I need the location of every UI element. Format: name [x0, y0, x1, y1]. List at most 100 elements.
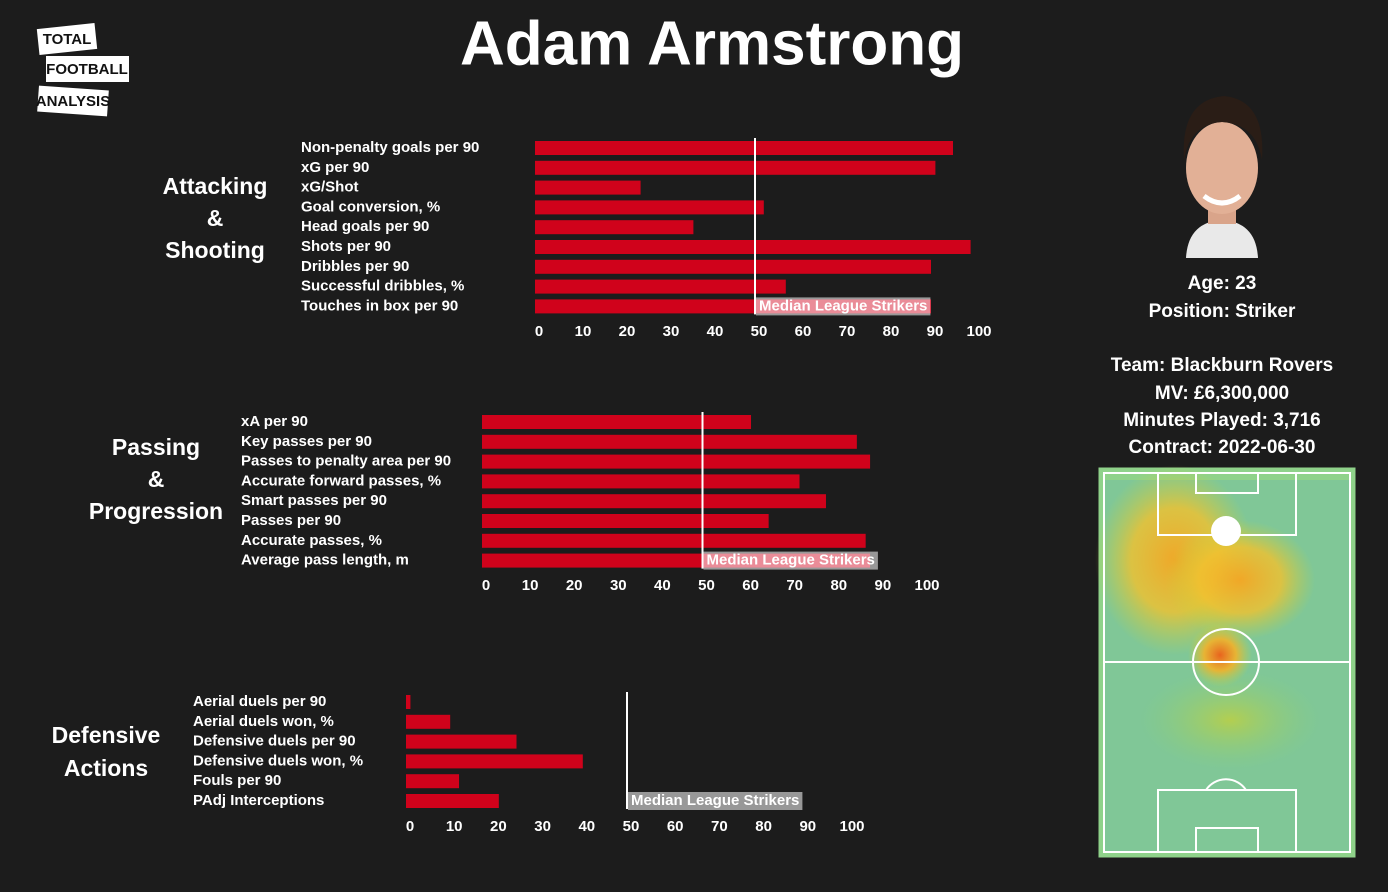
- bar: [406, 774, 460, 789]
- category-label: Smart passes per 90: [241, 492, 387, 509]
- logo-box: [46, 56, 129, 82]
- median-label: Median League Strikers: [631, 792, 799, 809]
- category-label: Goal conversion, %: [301, 198, 440, 215]
- x-tick-label: 60: [667, 818, 684, 835]
- x-tick-label: 90: [927, 323, 944, 340]
- x-tick-label: 70: [786, 577, 803, 594]
- section-title: Actions: [64, 755, 148, 781]
- x-tick-label: 10: [575, 323, 592, 340]
- bar: [535, 279, 786, 294]
- profile-line: Team: Blackburn Rovers: [1111, 355, 1333, 376]
- bar: [535, 141, 953, 155]
- x-tick-label: 30: [610, 577, 627, 594]
- x-tick-label: 50: [751, 323, 768, 340]
- category-label: Aerial duels per 90: [193, 693, 326, 710]
- x-tick-label: 50: [698, 577, 715, 594]
- x-tick-label: 100: [839, 818, 864, 835]
- x-tick-label: 0: [535, 323, 543, 340]
- profile-line: Age: 23: [1188, 273, 1257, 294]
- category-label: xG/Shot: [301, 179, 359, 196]
- median-label-bg: [703, 551, 878, 570]
- bar: [482, 474, 800, 489]
- bar: [535, 160, 936, 175]
- category-label: Average pass length, m: [241, 552, 409, 569]
- bar: [482, 533, 866, 548]
- x-tick-label: 40: [707, 323, 724, 340]
- bar: [535, 259, 931, 274]
- section-title: &: [148, 466, 165, 492]
- category-label: Shots per 90: [301, 238, 391, 255]
- logo-text: FOOTBALL: [46, 61, 128, 78]
- profile-line: Minutes Played: 3,716: [1123, 410, 1320, 431]
- bar: [406, 734, 517, 749]
- bar: [535, 220, 694, 235]
- bar: [406, 794, 499, 808]
- logo-box: [37, 85, 109, 117]
- category-label: Fouls per 90: [193, 772, 281, 789]
- x-tick-label: 90: [875, 577, 892, 594]
- median-label-bg: [628, 792, 803, 810]
- category-label: Passes to penalty area per 90: [241, 453, 451, 470]
- section-title: Progression: [89, 498, 223, 524]
- x-tick-label: 20: [566, 577, 583, 594]
- bar: [482, 514, 769, 528]
- x-tick-label: 30: [663, 323, 680, 340]
- section-title: Defensive: [52, 722, 161, 748]
- category-label: Accurate passes, %: [241, 532, 382, 549]
- bar: [482, 494, 826, 509]
- heatmap: [1095, 465, 1356, 858]
- category-label: Touches in box per 90: [301, 297, 458, 314]
- x-tick-label: 100: [966, 323, 991, 340]
- bar: [482, 454, 871, 469]
- x-tick-label: 80: [830, 577, 847, 594]
- profile-line: Position: Striker: [1149, 301, 1296, 322]
- bar: [535, 180, 641, 195]
- bar: [406, 714, 451, 729]
- median-label-bg: [756, 297, 931, 316]
- logo: TOTAL FOOTBALL ANALYSIS: [36, 23, 129, 117]
- x-tick-label: 60: [795, 323, 812, 340]
- page-title: Adam Armstrong: [460, 9, 964, 78]
- profile-line: MV: £6,300,000: [1155, 383, 1289, 404]
- category-label: xG per 90: [301, 159, 369, 176]
- x-tick-label: 10: [522, 577, 539, 594]
- bar: [406, 695, 411, 709]
- bar: [406, 754, 583, 769]
- x-tick-label: 40: [654, 577, 671, 594]
- section-title: &: [207, 205, 224, 231]
- category-label: Accurate forward passes, %: [241, 472, 441, 489]
- category-label: Successful dribbles, %: [301, 278, 464, 295]
- profile-line: Contract: 2022-06-30: [1129, 437, 1316, 458]
- x-tick-label: 80: [883, 323, 900, 340]
- logo-text: TOTAL: [43, 31, 92, 48]
- logo-text: ANALYSIS: [36, 93, 110, 110]
- section-title: Shooting: [165, 237, 265, 263]
- section-title: Attacking: [163, 173, 268, 199]
- x-tick-label: 100: [914, 577, 939, 594]
- x-tick-label: 10: [446, 818, 463, 835]
- median-label: Median League Strikers: [707, 552, 875, 569]
- bar: [535, 240, 971, 254]
- x-tick-label: 50: [623, 818, 640, 835]
- category-label: PAdj Interceptions: [193, 792, 324, 809]
- x-tick-label: 40: [578, 818, 595, 835]
- x-tick-label: 70: [839, 323, 856, 340]
- category-label: Aerial duels won, %: [193, 713, 334, 730]
- x-tick-label: 0: [482, 577, 490, 594]
- x-tick-label: 70: [711, 818, 728, 835]
- x-tick-label: 0: [406, 818, 414, 835]
- x-tick-label: 80: [755, 818, 772, 835]
- category-label: xA per 90: [241, 413, 308, 430]
- category-label: Key passes per 90: [241, 433, 372, 450]
- category-label: Passes per 90: [241, 512, 341, 529]
- median-label: Median League Strikers: [759, 297, 927, 314]
- logo-box: [36, 23, 98, 55]
- x-tick-label: 60: [742, 577, 759, 594]
- bar: [535, 200, 764, 215]
- category-label: Head goals per 90: [301, 218, 429, 235]
- x-tick-label: 90: [799, 818, 816, 835]
- category-label: Defensive duels won, %: [193, 752, 363, 769]
- x-tick-label: 20: [619, 323, 636, 340]
